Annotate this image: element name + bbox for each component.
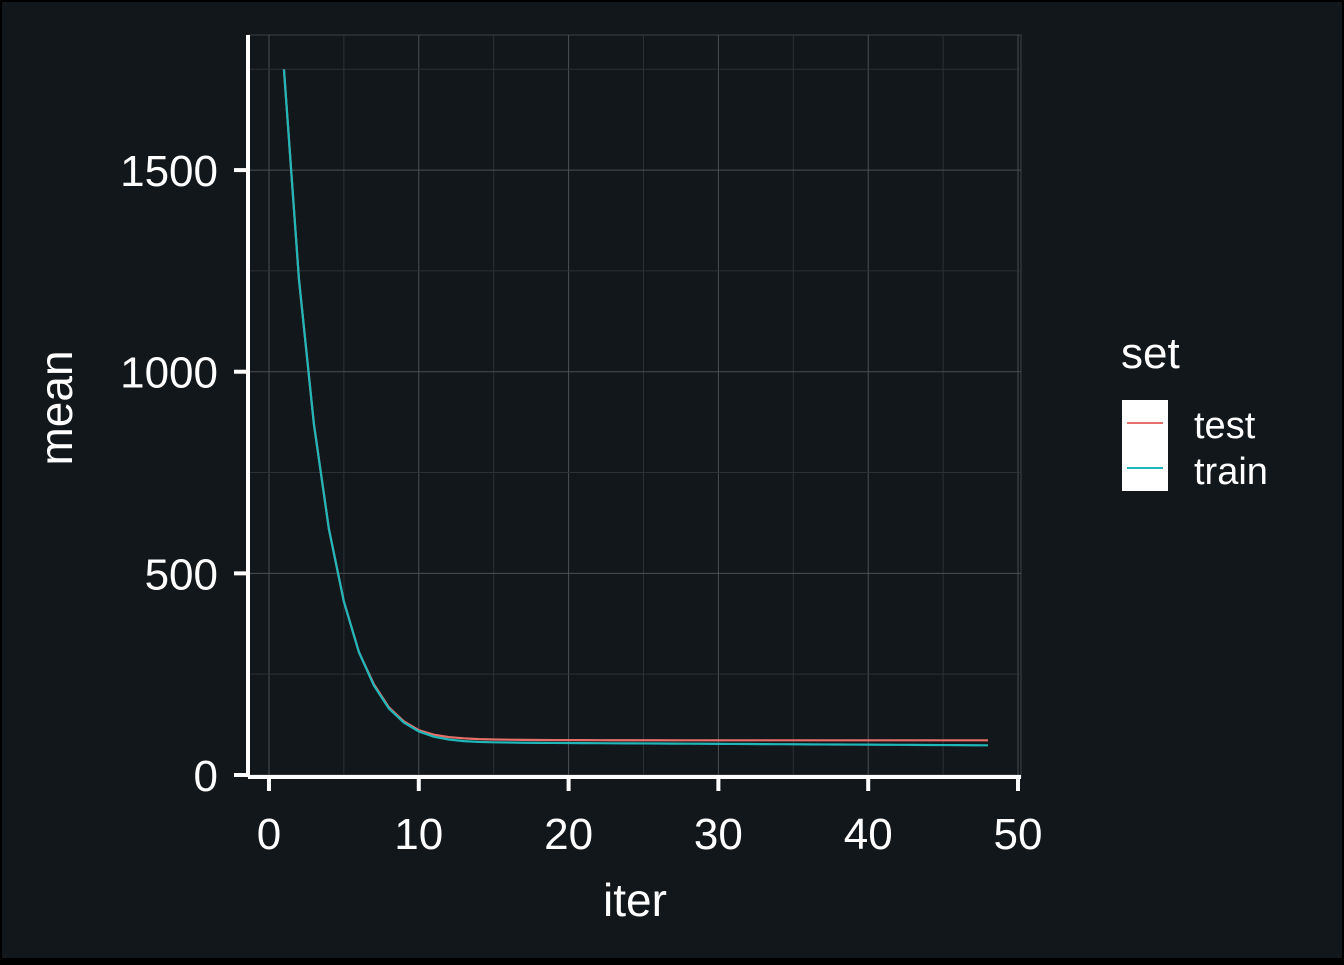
x-axis-label: iter bbox=[603, 874, 667, 926]
series-line-train bbox=[282, 69, 989, 747]
y-tick-label-500: 500 bbox=[145, 550, 218, 599]
x-tick-label-30: 30 bbox=[694, 810, 743, 859]
y-tick-label-1000: 1000 bbox=[120, 349, 218, 398]
y-axis-label: mean bbox=[30, 350, 82, 465]
x-tick-label-10: 10 bbox=[394, 810, 443, 859]
legend-label-test: test bbox=[1194, 405, 1256, 447]
y-tick-label-0: 0 bbox=[194, 752, 218, 801]
x-tick-label-20: 20 bbox=[544, 810, 593, 859]
x-tick-label-50: 50 bbox=[994, 810, 1043, 859]
y-tick-label-1500: 1500 bbox=[120, 147, 218, 196]
x-tick-label-40: 40 bbox=[844, 810, 893, 859]
legend-label-train: train bbox=[1194, 451, 1268, 493]
legend: set test train bbox=[1121, 329, 1268, 493]
x-tick-label-0: 0 bbox=[257, 810, 281, 859]
legend-title: set bbox=[1121, 329, 1180, 378]
legend-key-background bbox=[1122, 400, 1168, 491]
series-lines bbox=[282, 69, 989, 747]
